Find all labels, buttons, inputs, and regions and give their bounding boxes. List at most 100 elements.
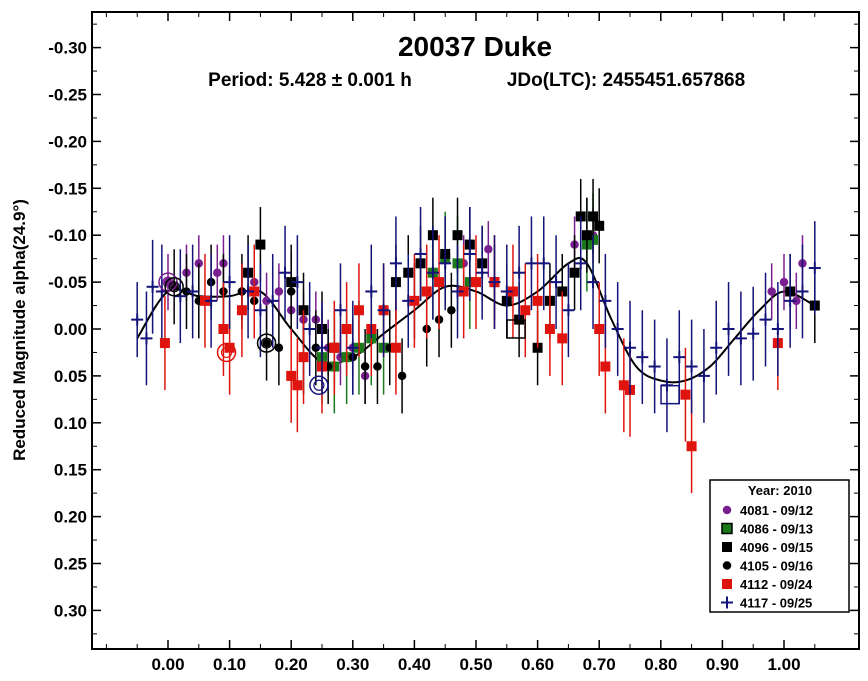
data-point bbox=[532, 295, 543, 306]
chart-title: 20037 Duke bbox=[398, 31, 552, 62]
x-tick-label: 0.10 bbox=[213, 655, 246, 674]
data-point bbox=[537, 257, 550, 270]
session-start-marker bbox=[506, 319, 526, 339]
data-point bbox=[286, 287, 296, 296]
legend-label: 4081 - 09/12 bbox=[740, 503, 813, 518]
x-tick-label: 0.50 bbox=[459, 655, 492, 674]
data-point bbox=[218, 324, 229, 334]
data-point bbox=[574, 257, 587, 270]
series-4 bbox=[159, 235, 783, 494]
session-start-marker bbox=[660, 384, 680, 405]
data-point bbox=[213, 268, 222, 277]
y-tick-label: -0.10 bbox=[48, 226, 87, 245]
data-point bbox=[458, 286, 469, 297]
data-point bbox=[365, 285, 378, 298]
x-tick-label: 0.40 bbox=[398, 655, 431, 674]
data-point bbox=[624, 341, 636, 354]
data-point bbox=[557, 333, 568, 344]
data-point bbox=[159, 338, 170, 349]
data-point bbox=[599, 294, 612, 307]
session-start-marker-inner bbox=[313, 379, 325, 391]
data-point bbox=[808, 262, 821, 275]
data-point bbox=[303, 323, 316, 335]
data-point bbox=[266, 294, 279, 307]
data-point bbox=[146, 280, 159, 293]
session-start-marker bbox=[309, 375, 329, 396]
data-point bbox=[291, 276, 304, 289]
x-tick-label: 0.70 bbox=[583, 655, 616, 674]
data-point bbox=[452, 230, 463, 241]
legend-marker bbox=[722, 542, 732, 552]
data-point bbox=[223, 276, 236, 289]
data-point bbox=[796, 285, 809, 298]
data-point bbox=[618, 380, 629, 391]
y-tick-label: 0.10 bbox=[54, 414, 87, 433]
data-point bbox=[550, 276, 563, 289]
data-point bbox=[680, 389, 691, 400]
legend-label: 4105 - 09/16 bbox=[740, 559, 813, 574]
data-point bbox=[722, 323, 735, 335]
y-tick-label: 0.25 bbox=[54, 555, 87, 574]
data-point bbox=[747, 327, 760, 340]
data-point bbox=[648, 360, 661, 373]
session-start-marker bbox=[256, 333, 277, 353]
data-point bbox=[544, 324, 555, 334]
data-point bbox=[581, 230, 592, 241]
data-point bbox=[373, 362, 382, 371]
y-tick-label: 0.15 bbox=[54, 461, 87, 480]
data-point bbox=[734, 332, 747, 345]
data-point bbox=[484, 245, 493, 254]
data-point bbox=[439, 257, 452, 270]
data-point bbox=[298, 352, 309, 363]
legend: Year: 2010 4081 - 09/12 4086 - 09/13 4096 … bbox=[709, 479, 850, 613]
data-point bbox=[685, 360, 698, 373]
y-tick-label: -0.30 bbox=[48, 39, 87, 58]
data-point bbox=[140, 332, 153, 345]
data-point bbox=[525, 257, 538, 270]
legend-marker bbox=[721, 596, 733, 609]
data-point bbox=[520, 305, 531, 316]
data-point bbox=[316, 341, 328, 354]
data-point bbox=[254, 304, 267, 317]
data-point bbox=[292, 380, 303, 391]
data-point bbox=[311, 343, 321, 353]
legend-label: 4117 - 09/25 bbox=[740, 596, 812, 611]
session-start-marker-inner bbox=[168, 281, 180, 293]
data-point bbox=[562, 304, 575, 317]
data-point bbox=[594, 220, 605, 231]
session-start-marker-inner bbox=[260, 337, 273, 349]
data-point bbox=[600, 361, 611, 372]
session-start-marker bbox=[164, 277, 184, 297]
x-tick-label: 0.30 bbox=[336, 655, 369, 674]
y-tick-label: 0.00 bbox=[54, 320, 87, 339]
y-tick-label: 0.30 bbox=[54, 601, 87, 620]
legend-marker-outline bbox=[721, 522, 733, 535]
data-point bbox=[771, 323, 784, 335]
data-point bbox=[255, 239, 266, 250]
data-point bbox=[500, 285, 513, 298]
legend-marker bbox=[722, 523, 732, 534]
data-point bbox=[199, 295, 210, 306]
data-point bbox=[236, 305, 247, 316]
data-point bbox=[249, 286, 260, 297]
data-point bbox=[434, 277, 445, 288]
data-point bbox=[409, 295, 420, 306]
legend-label: 4112 - 09/24 bbox=[740, 577, 813, 592]
data-point bbox=[569, 267, 580, 278]
data-point bbox=[182, 287, 191, 296]
data-point bbox=[759, 313, 772, 326]
chart-subtitle-jd: JDo(LTC): 2455451.657868 bbox=[507, 70, 745, 91]
data-point bbox=[463, 247, 476, 260]
data-point bbox=[262, 296, 271, 306]
data-point bbox=[476, 266, 489, 279]
data-point bbox=[779, 277, 789, 287]
data-point bbox=[686, 441, 697, 452]
data-point bbox=[397, 371, 407, 381]
legend-title: Year: 2010 bbox=[748, 483, 812, 498]
data-point bbox=[353, 305, 364, 316]
x-tick-label: 0.90 bbox=[706, 655, 739, 674]
data-point bbox=[402, 294, 415, 307]
chart-subtitle-period: Period: 5.428 ± 0.001 h bbox=[208, 70, 412, 91]
axes: 0.00 0.10 0.20 0.30 0.40 0.50 0.60 0.70 0.80 0.90… bbox=[48, 12, 859, 674]
